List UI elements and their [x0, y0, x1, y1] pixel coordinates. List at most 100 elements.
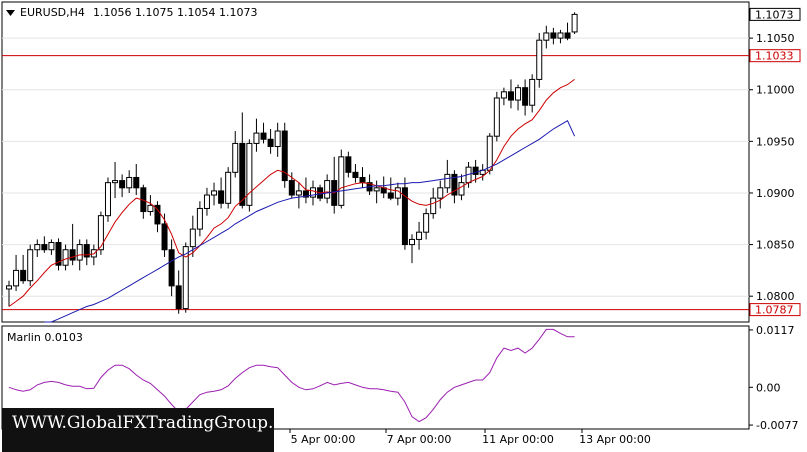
candle-body [564, 32, 571, 39]
candle-body [55, 242, 62, 266]
candle-body [522, 87, 529, 106]
candle-body [550, 32, 557, 39]
candle-body [182, 246, 189, 310]
candle-body [500, 91, 507, 99]
candle-body [196, 207, 203, 230]
y-tick-label: 1.0950 [756, 135, 795, 148]
candle-body [444, 173, 451, 189]
x-tick-label: 13 Apr 00:00 [579, 433, 651, 446]
candle-body [13, 269, 20, 287]
candle-body [359, 176, 366, 184]
candle-body [168, 249, 175, 287]
candle-body [69, 249, 76, 261]
candle-body [423, 213, 430, 233]
candle-body [104, 182, 111, 217]
candle-body [401, 187, 408, 246]
level-label: 1.1033 [755, 50, 794, 63]
candle-body [161, 223, 168, 251]
watermark-banner [2, 408, 274, 452]
candle-body [458, 182, 465, 196]
oscillator-line [8, 328, 575, 423]
time-axis: 5 Apr 00:00 7 Apr 00:00 11 Apr 00:00 13 Apr… [289, 429, 651, 446]
y-tick-label: 1.1050 [756, 32, 795, 45]
slow-ma-line [44, 119, 576, 323]
candle-body [41, 244, 48, 251]
price-axis: 1.1050 1.1000 1.0950 1.0900 1.0850 1.0800 1.10… [749, 7, 801, 303]
candle-body [373, 187, 380, 192]
candle-body [232, 142, 239, 173]
candle-body [253, 132, 260, 144]
moving-averages [8, 78, 576, 323]
candle-body [20, 269, 27, 282]
indicator-panel-frame [1, 325, 750, 430]
fast-ma-line [8, 78, 575, 307]
candle-body [416, 231, 423, 240]
y-tick-label: 1.0900 [756, 187, 795, 200]
candle-body [543, 32, 550, 41]
candle-body [62, 249, 69, 266]
level-label-box [749, 303, 801, 317]
candle-body [27, 249, 34, 282]
candle-body [126, 176, 133, 189]
level-label-box [749, 49, 801, 63]
indicator-label: Marlin 0.0103 [7, 331, 83, 344]
y-tick-label: 1.0850 [756, 239, 795, 252]
candle-body [34, 244, 41, 251]
watermark-text: WWW.GlobalFXTradingGroup.Com [12, 413, 313, 433]
candle-body [211, 190, 218, 196]
grid [2, 37, 749, 297]
candle-body [6, 285, 12, 290]
candle-body [338, 156, 345, 206]
triangle-down-icon[interactable] [6, 10, 15, 16]
candle-body [288, 180, 295, 196]
candle-body [203, 194, 210, 209]
candle-body [147, 204, 154, 213]
level-label: 1.0787 [755, 304, 794, 317]
x-tick-label: 11 Apr 00:00 [482, 433, 554, 446]
y-tick-label: 1.0800 [756, 290, 795, 303]
candle-body [133, 176, 140, 189]
candle-body [218, 190, 225, 204]
candle-body [324, 180, 331, 199]
candle-body [76, 244, 83, 261]
candle-body [225, 171, 232, 204]
candle-body [246, 142, 253, 206]
candle-body [310, 187, 317, 198]
candle-body [557, 32, 564, 39]
candle-body [48, 242, 55, 251]
candle-body [274, 130, 281, 148]
current-price-label: 1.1073 [755, 8, 794, 21]
candle-body [507, 91, 514, 101]
candle-body [571, 13, 578, 33]
candle-body [472, 166, 479, 175]
candle-body [345, 156, 352, 173]
candle-body [112, 180, 119, 184]
price-panel-frame [1, 1, 750, 323]
osc-y-tick-label: 0.00 [756, 381, 781, 394]
candle-body [536, 39, 543, 80]
oscillator: 0.0117 0.00 -0.0077 [8, 324, 798, 432]
candle-body [387, 192, 394, 199]
candle-body [260, 132, 267, 140]
candle-body [529, 78, 536, 106]
candle-body [267, 138, 274, 148]
level-lines: 1.1033 1.0787 [2, 49, 801, 317]
candle-body [486, 135, 493, 171]
candle-body [119, 180, 126, 189]
candle-body [154, 204, 161, 225]
candle-body [451, 173, 458, 196]
candle-body [408, 238, 415, 246]
candle-body [97, 215, 104, 251]
symbol-label: EURUSD,H4 [20, 6, 85, 19]
candle-body [83, 244, 90, 258]
candle-body [189, 228, 196, 248]
candle-body [302, 190, 309, 198]
candle-body [437, 187, 444, 199]
osc-y-tick-label: -0.0077 [756, 419, 798, 432]
candle-body [430, 197, 437, 215]
candles [6, 12, 578, 314]
candle-body [175, 285, 182, 310]
candle-body [239, 142, 246, 206]
candle-body [515, 87, 522, 101]
